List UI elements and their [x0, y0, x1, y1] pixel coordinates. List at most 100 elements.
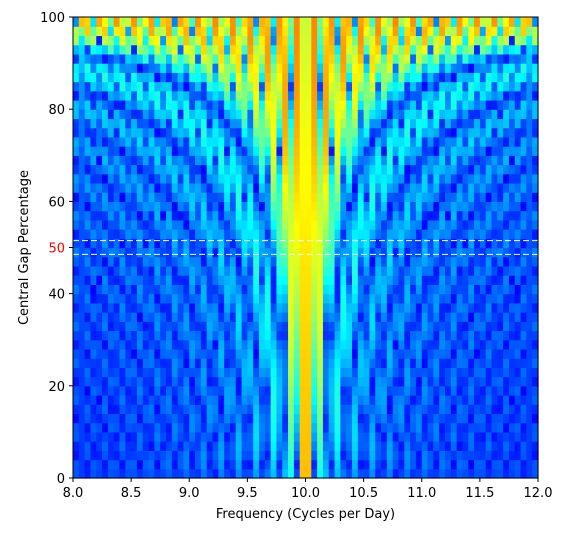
heatmap-cell	[189, 146, 196, 156]
heatmap-cell	[514, 35, 522, 46]
heatmap-cell	[532, 450, 539, 461]
heatmap-cell	[195, 146, 202, 156]
heatmap-cell	[293, 385, 301, 396]
heatmap-cell	[235, 468, 243, 479]
heatmap-cell	[386, 275, 394, 285]
heatmap-cell	[450, 17, 458, 27]
heatmap-cell	[328, 468, 336, 479]
heatmap-cell	[136, 118, 144, 129]
heatmap-cell	[148, 330, 155, 341]
heatmap-cell	[468, 312, 475, 322]
heatmap-cell	[340, 339, 347, 350]
heatmap-cell	[433, 431, 440, 442]
heatmap-cell	[270, 247, 278, 258]
heatmap-cell	[96, 90, 103, 101]
heatmap-cell	[148, 293, 155, 304]
heatmap-cell	[200, 348, 208, 359]
heatmap-cell	[485, 321, 493, 332]
heatmap-cell	[375, 72, 382, 83]
heatmap-cell	[433, 219, 440, 230]
heatmap-cell	[514, 155, 522, 166]
heatmap-cell	[119, 367, 126, 378]
heatmap-cell	[189, 63, 196, 73]
heatmap-cell	[369, 17, 376, 27]
heatmap-cell	[526, 201, 533, 212]
heatmap-cell	[102, 127, 109, 138]
heatmap-cell	[84, 201, 92, 212]
heatmap-cell	[532, 109, 539, 120]
heatmap-cell	[200, 229, 208, 239]
heatmap-cell	[224, 422, 231, 433]
heatmap-cell	[282, 109, 289, 120]
heatmap-cell	[154, 136, 161, 147]
heatmap-cell	[154, 44, 161, 55]
heatmap-cell	[259, 431, 266, 442]
heatmap-cell	[375, 302, 382, 313]
heatmap-cell	[514, 146, 522, 156]
heatmap-cell	[276, 63, 283, 73]
heatmap-cell	[311, 302, 318, 313]
heatmap-cell	[247, 367, 254, 378]
heatmap-cell	[171, 395, 179, 405]
heatmap-cell	[357, 182, 365, 193]
heatmap-cell	[386, 118, 394, 129]
heatmap-cell	[479, 468, 487, 479]
heatmap-cell	[334, 413, 341, 424]
heatmap-cell	[270, 385, 278, 396]
heatmap-cell	[311, 330, 318, 341]
heatmap-cell	[514, 275, 522, 285]
heatmap-cell	[392, 90, 400, 101]
heatmap-cell	[96, 17, 103, 27]
heatmap-cell	[503, 72, 510, 83]
heatmap-cell	[270, 173, 278, 184]
heatmap-cell	[288, 219, 295, 230]
heatmap-cell	[381, 35, 388, 46]
heatmap-cell	[148, 247, 155, 258]
heatmap-cell	[311, 293, 318, 304]
heatmap-cell	[386, 109, 394, 120]
heatmap-cell	[235, 441, 243, 451]
heatmap-cell	[328, 164, 336, 175]
heatmap-cell	[404, 136, 411, 147]
heatmap-cell	[125, 44, 132, 55]
heatmap-cell	[340, 376, 347, 387]
heatmap-cell	[439, 219, 446, 230]
heatmap-cell	[84, 109, 92, 120]
heatmap-cell	[532, 330, 539, 341]
heatmap-cell	[218, 395, 225, 405]
heatmap-cell	[113, 72, 121, 83]
heatmap-cell	[247, 109, 254, 120]
heatmap-cell	[381, 302, 388, 313]
heatmap-cell	[526, 17, 533, 27]
heatmap-cell	[311, 109, 318, 120]
heatmap-cell	[125, 385, 132, 396]
heatmap-cell	[282, 385, 289, 396]
heatmap-cell	[386, 330, 394, 341]
heatmap-cell	[462, 459, 469, 470]
heatmap-cell	[136, 339, 144, 350]
heatmap-cell	[514, 81, 522, 92]
heatmap-cell	[346, 339, 353, 350]
heatmap-cell	[398, 219, 405, 230]
heatmap-cell	[293, 164, 301, 175]
heatmap-cell	[160, 118, 167, 129]
heatmap-cell	[142, 367, 150, 378]
heatmap-cell	[375, 321, 382, 332]
heatmap-cell	[392, 302, 400, 313]
heatmap-cell	[485, 118, 493, 129]
heatmap-cell	[328, 413, 336, 424]
heatmap-cell	[317, 422, 324, 433]
heatmap-cell	[259, 44, 266, 55]
heatmap-cell	[410, 118, 417, 129]
heatmap-cell	[200, 459, 208, 470]
heatmap-cell	[142, 90, 150, 101]
heatmap-cell	[288, 339, 295, 350]
heatmap-cell	[415, 219, 423, 230]
heatmap-cell	[224, 404, 231, 415]
heatmap-cell	[102, 339, 109, 350]
heatmap-cell	[514, 164, 522, 175]
heatmap-cell	[520, 468, 527, 479]
heatmap-cell	[113, 431, 121, 442]
heatmap-cell	[526, 90, 533, 101]
heatmap-cell	[107, 395, 115, 405]
